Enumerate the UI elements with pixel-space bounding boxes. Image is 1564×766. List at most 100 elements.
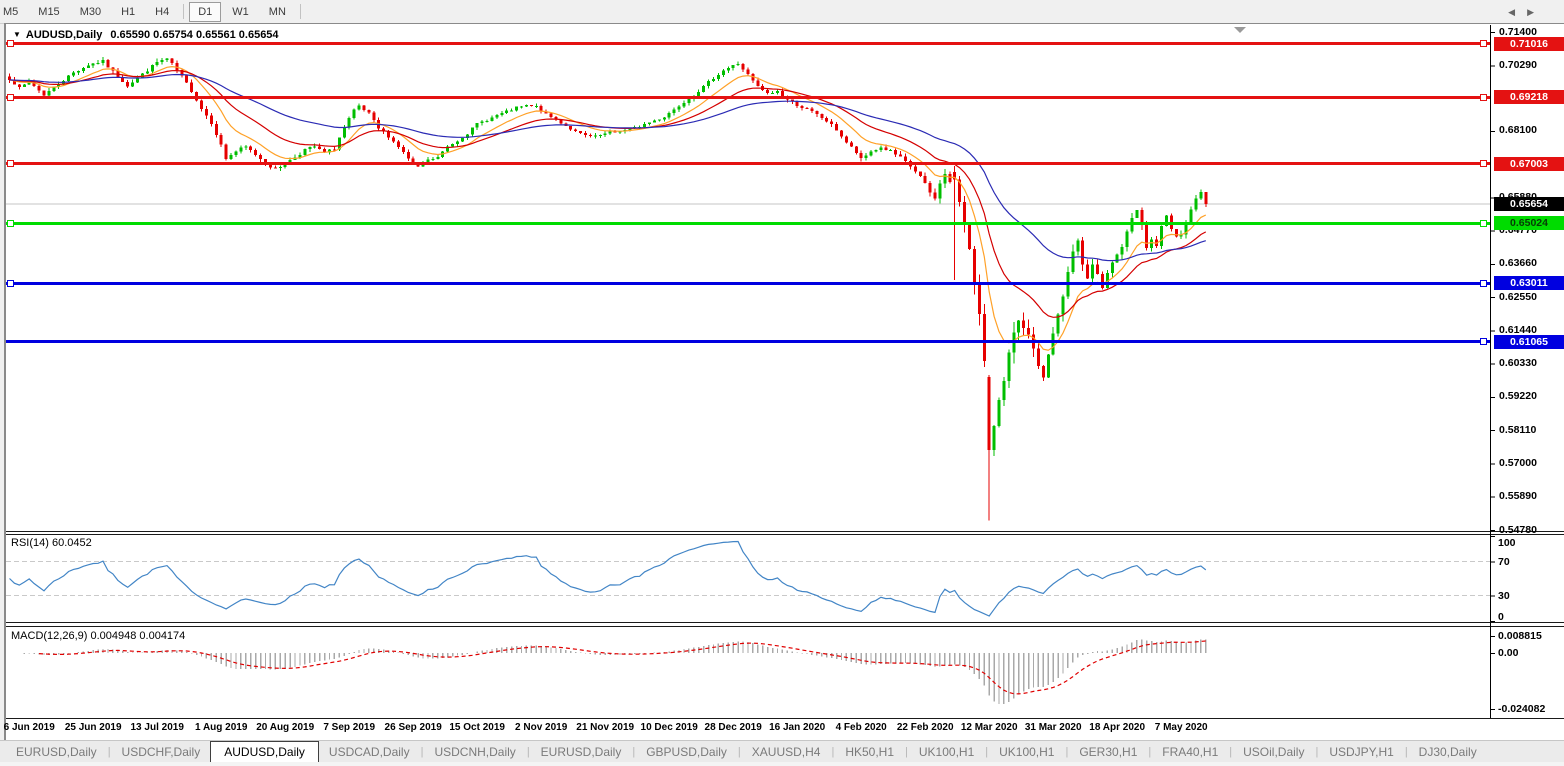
date-tick-label: 16 Jan 2020 (769, 722, 826, 733)
tab-separator: | (1229, 745, 1233, 758)
rsi-level-label: 30 (1498, 589, 1510, 602)
hline-left-handle[interactable] (7, 160, 14, 168)
tab-scroll-left-icon[interactable]: ◀ (1508, 7, 1528, 17)
hline-right-handle[interactable] (1480, 93, 1487, 101)
price-level-label: 0.63011 (1494, 276, 1564, 291)
chart-plot-area[interactable] (6, 25, 1490, 530)
toolbar-separator (299, 4, 301, 19)
symbol-dropdown-arrow-icon[interactable]: ▼ (13, 30, 21, 39)
timeframe-button-h4[interactable]: H4 (155, 5, 170, 18)
tab-xauusd-h4[interactable]: XAUUSD,H4 (751, 744, 821, 759)
hline-right-handle[interactable] (1480, 219, 1487, 227)
macd-indicator-label: MACD(12,26,9) 0.004948 0.004174 (11, 630, 186, 642)
timeframe-button-w1[interactable]: W1 (232, 5, 249, 18)
tab-separator: | (1148, 745, 1152, 758)
macd-axis-label: 0.008815 (1498, 629, 1542, 642)
hline-left-handle[interactable] (7, 93, 14, 101)
tab-separator: | (737, 745, 741, 758)
tab-strip: EURUSD,Daily | USDCHF,Daily AUDUSD,Daily USD… (6, 740, 1487, 763)
tab-separator: | (1065, 745, 1069, 758)
tab-separator: | (1315, 745, 1319, 758)
rsi-indicator-label: RSI(14) 60.0452 (11, 537, 92, 549)
chart-tab-bar: EURUSD,Daily | USDCHF,Daily AUDUSD,Daily USD… (0, 740, 1564, 766)
date-tick-label: 1 Aug 2019 (194, 722, 248, 733)
date-tick-label: 2 Nov 2019 (515, 722, 568, 733)
timeframe-button-d1[interactable]: D1 (189, 1, 222, 22)
macd-axis-label: -0.024082 (1498, 702, 1546, 715)
price-tick-label: 0.59220 (1499, 390, 1537, 403)
date-tick-label: 18 Apr 2020 (1089, 722, 1146, 733)
tab-eurusd-daily[interactable]: EURUSD,Daily (16, 744, 97, 759)
hline-left-handle[interactable] (7, 219, 14, 227)
hline-right-handle[interactable] (1480, 160, 1487, 168)
timeframe-button-mn[interactable]: MN (268, 5, 286, 18)
tab-separator: | (526, 745, 530, 758)
tab-separator: | (985, 745, 989, 758)
autoscroll-triangle-icon[interactable] (1234, 27, 1246, 33)
date-tick-label: 7 May 2020 (1154, 722, 1208, 733)
tab-usdcad-daily[interactable]: USDCAD,Daily (328, 744, 410, 759)
tab-bar-bottom-strip (0, 762, 1564, 766)
hline-right-handle[interactable] (1480, 338, 1487, 346)
price-level-label: 0.65024 (1494, 216, 1564, 231)
tab-usdcnh-daily[interactable]: USDCNH,Daily (434, 744, 516, 759)
price-tick-label: 0.55890 (1499, 490, 1537, 503)
current-price-label: 0.65654 (1494, 197, 1564, 212)
hline-right-handle[interactable] (1480, 279, 1487, 287)
price-level-label: 0.61065 (1494, 334, 1564, 349)
tab-hk50-h1[interactable]: HK50,H1 (845, 744, 895, 759)
price-level-label: 0.71016 (1494, 36, 1564, 51)
macd-axis-label: 0.00 (1498, 646, 1519, 659)
tab-separator: | (905, 745, 908, 758)
tab-uk100-h1[interactable]: UK100,H1 (999, 744, 1055, 759)
price-tick-label: 0.61440 (1499, 323, 1537, 336)
date-axis: 6 Jun 2019 25 Jun 2019 13 Jul 2019 1 Aug 20… (3, 719, 1490, 740)
date-tick-label: 26 Sep 2019 (384, 722, 442, 733)
hline-right-handle[interactable] (1480, 40, 1487, 47)
hline-level-0.61065[interactable] (6, 338, 1490, 346)
timeframe-toolbar: M5 M15 M30 H1 H4 D1 W1 MN (0, 0, 1564, 24)
tab-audusd-daily[interactable]: AUDUSD,Daily (210, 740, 319, 763)
tab-separator: | (1404, 745, 1408, 758)
price-tick-label: 0.60330 (1499, 357, 1537, 370)
date-tick-label: 10 Dec 2019 (640, 722, 698, 733)
rsi-level-label: 100 (1498, 537, 1516, 549)
ohlc-values: 0.65590 0.65754 0.65561 0.65654 (110, 29, 279, 41)
timeframe-button-m15[interactable]: M15 (38, 5, 60, 18)
toolbar-separator (183, 4, 185, 19)
date-tick-label: 6 Jun 2019 (3, 722, 55, 733)
tab-uk100-h1[interactable]: UK100,H1 (918, 744, 975, 759)
tab-usdchf-daily[interactable]: USDCHF,Daily (121, 744, 201, 759)
timeframe-button-m30[interactable]: M30 (79, 5, 102, 18)
tab-separator: | (107, 745, 111, 758)
date-tick-label: 7 Sep 2019 (323, 722, 376, 733)
hline-left-handle[interactable] (7, 279, 14, 287)
timeframe-button-m5[interactable]: M5 (3, 5, 19, 18)
price-tick-label: 0.63660 (1499, 257, 1537, 270)
hline-level-0.65024[interactable] (6, 219, 1490, 227)
date-tick-label: 13 Jul 2019 (130, 722, 184, 733)
date-tick-label: 15 Oct 2019 (449, 722, 505, 733)
hline-level-0.71016[interactable] (6, 40, 1490, 47)
tab-gbpusd-daily[interactable]: GBPUSD,Daily (646, 744, 727, 759)
chart-title: ▼ AUDUSD,Daily 0.65590 0.65754 0.65561 0.6… (13, 29, 279, 41)
hline-left-handle[interactable] (7, 40, 14, 47)
price-tick-label: 0.58110 (1499, 423, 1537, 436)
date-tick-label: 4 Feb 2020 (835, 722, 887, 733)
hline-level-0.67003[interactable] (6, 160, 1490, 168)
tab-eurusd-daily[interactable]: EURUSD,Daily (540, 744, 622, 759)
date-tick-label: 25 Jun 2019 (64, 722, 122, 733)
tab-usdjpy-h1[interactable]: USDJPY,H1 (1329, 744, 1394, 759)
tab-fra40-h1[interactable]: FRA40,H1 (1162, 744, 1219, 759)
timeframe-button-h1[interactable]: H1 (121, 5, 136, 18)
date-tick-label: 20 Aug 2019 (256, 722, 315, 733)
tab-usoil-daily[interactable]: USOil,Daily (1243, 744, 1305, 759)
tab-dj30-daily[interactable]: DJ30,Daily (1418, 744, 1477, 759)
tab-ger30-h1[interactable]: GER30,H1 (1079, 744, 1138, 759)
hline-level-0.69218[interactable] (6, 93, 1490, 101)
tab-scroll-right-icon[interactable]: ▶ (1527, 7, 1546, 17)
date-tick-label: 12 Mar 2020 (960, 722, 1018, 733)
hline-level-0.63011[interactable] (6, 279, 1490, 287)
date-tick-label: 22 Feb 2020 (896, 722, 954, 733)
tab-separator: | (831, 745, 835, 758)
